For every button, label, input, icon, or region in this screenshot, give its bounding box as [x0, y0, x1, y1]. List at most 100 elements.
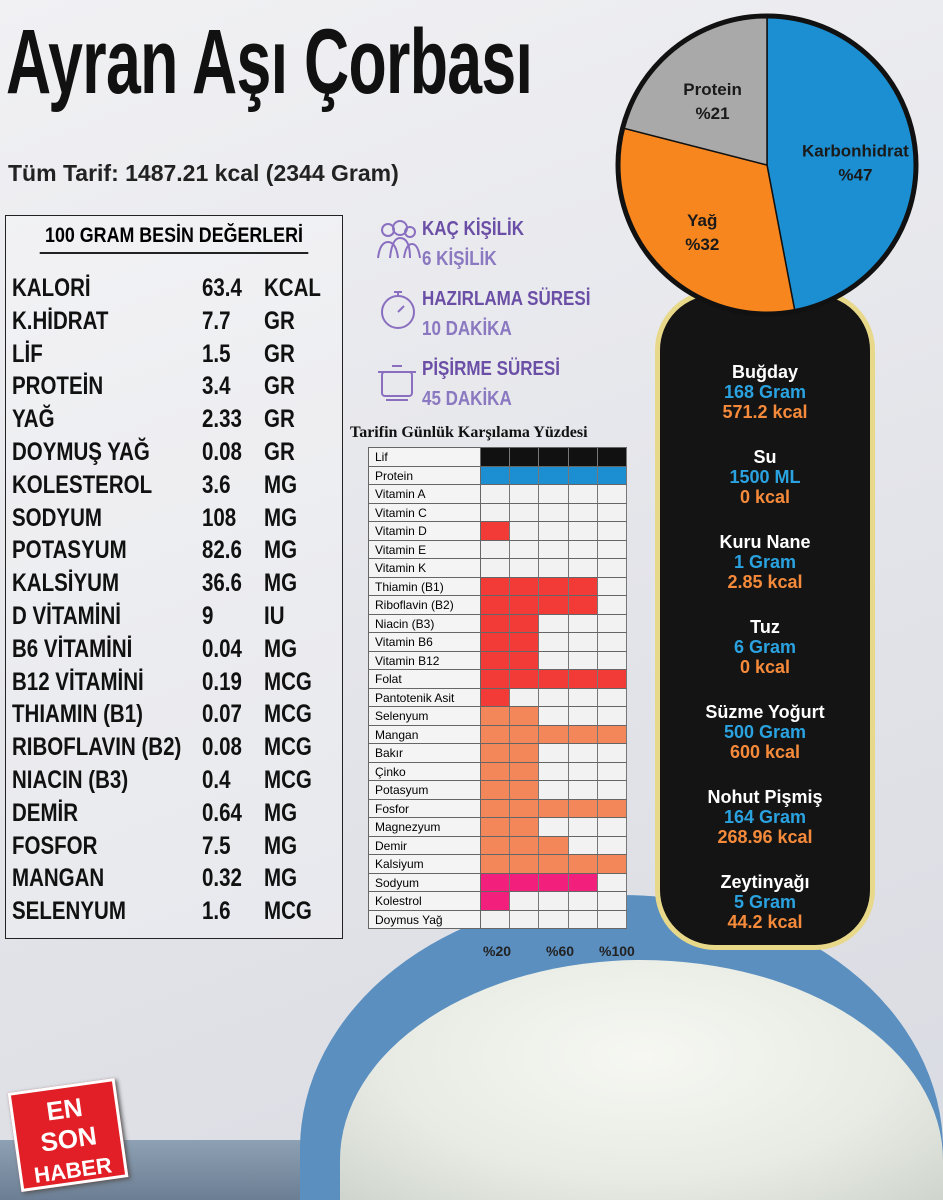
bar-segment	[597, 855, 627, 873]
pie-label: Yağ	[687, 211, 717, 230]
bar-segment	[597, 670, 627, 688]
chart-row: Vitamin K	[368, 559, 627, 578]
ingredient-amount: 500 Gram	[723, 722, 807, 742]
empty-cell	[510, 559, 540, 577]
nutrition-row: RIBOFLAVIN (B2) 0.08 MCG	[12, 733, 342, 766]
bar-segment	[597, 725, 627, 743]
nutrient-unit: MG	[264, 503, 298, 532]
bar-segment	[568, 466, 598, 484]
nutrition-row: FOSFOR 7.5 MG	[12, 832, 342, 865]
empty-cell	[510, 485, 540, 503]
bar-segment	[481, 633, 511, 651]
ingredient-amount: 5 Gram	[733, 892, 797, 912]
category-label: Potasyum	[368, 781, 481, 799]
ingredient-item: Tuz 6 Gram 0 kcal	[655, 617, 875, 677]
bar-segment	[481, 855, 511, 873]
nutrition-row: B12 VİTAMİNİ 0.19 MCG	[12, 668, 342, 701]
nutrient-value: 1.6	[202, 897, 231, 926]
empty-cell	[568, 836, 598, 854]
bar-segment	[481, 744, 511, 762]
ingredient-name: Tuz	[750, 617, 780, 637]
bar-segment	[510, 873, 540, 891]
empty-cell	[481, 910, 511, 928]
pie-display: %47	[838, 166, 872, 185]
bar-segment	[568, 873, 598, 891]
ingredient-item: Süzme Yoğurt 500 Gram 600 kcal	[655, 702, 875, 762]
page-title: Ayran Aşı Çorbası	[6, 11, 533, 113]
bar-segment	[481, 799, 511, 817]
bar-segment	[597, 799, 627, 817]
ensonhaber-logo: EN SON HABER	[7, 1077, 129, 1193]
bar-segment	[481, 670, 511, 688]
chart-row: Çinko	[368, 762, 627, 781]
bar-segment	[597, 448, 627, 466]
bar-segment	[510, 799, 540, 817]
empty-cell	[597, 485, 627, 503]
nutrient-name: SODYUM	[12, 503, 102, 532]
ingredient-item: Su 1500 ML 0 kcal	[655, 447, 875, 507]
empty-cell	[510, 540, 540, 558]
bar-segment	[510, 762, 540, 780]
info-label: HAZIRLAMA SÜRESİ	[422, 288, 591, 310]
empty-cell	[539, 503, 569, 521]
category-label: Riboflavin (B2)	[368, 596, 481, 614]
bar-segment	[568, 448, 598, 466]
bar-segment	[481, 818, 511, 836]
chart-row: Magnezyum	[368, 818, 627, 837]
empty-cell	[597, 633, 627, 651]
empty-cell	[539, 910, 569, 928]
empty-cell	[597, 540, 627, 558]
nutrient-unit: MG	[264, 470, 298, 499]
empty-cell	[568, 892, 598, 910]
category-label: Vitamin A	[368, 485, 481, 503]
bar-segment	[539, 577, 569, 595]
ingredient-item: Zeytinyağı 5 Gram 44.2 kcal	[655, 872, 875, 932]
empty-cell	[568, 781, 598, 799]
category-label: Thiamin (B1)	[368, 577, 481, 595]
ingredient-kcal: 600 kcal	[729, 742, 801, 762]
nutrition-row: NIACIN (B3) 0.4 MCG	[12, 766, 342, 799]
chart-row: Vitamin A	[368, 485, 627, 504]
chart-row: Protein	[368, 466, 627, 485]
chart-row: Bakır	[368, 744, 627, 763]
nutrition-row: YAĞ 2.33 GR	[12, 405, 342, 438]
ingredient-kcal: 2.85 kcal	[727, 572, 803, 592]
ingredient-kcal: 0 kcal	[739, 487, 791, 507]
nutrient-unit: KCAL	[264, 274, 321, 302]
category-label: Çinko	[368, 762, 481, 780]
bar-segment	[481, 836, 511, 854]
chart-row: Vitamin C	[368, 503, 627, 522]
category-label: Sodyum	[368, 873, 481, 891]
chart-row: Riboflavin (B2)	[368, 596, 627, 615]
nutrient-name: MANGAN	[12, 864, 105, 893]
daily-coverage-chart: Lif Protein Vitamin A Vitamin C Vitamin D Vit…	[368, 447, 627, 929]
nutrition-row: K.HİDRAT 7.7 GR	[12, 307, 342, 340]
chart-row: Demir	[368, 836, 627, 855]
ingredient-name: Kuru Nane	[719, 532, 811, 552]
nutrition-row: PROTEİN 3.4 GR	[12, 372, 342, 405]
chart-row: Kalsiyum	[368, 855, 627, 874]
nutrient-name: B12 VİTAMİNİ	[12, 667, 144, 696]
nutrient-value: 3.6	[202, 470, 231, 499]
nutrient-name: YAĞ	[12, 405, 55, 434]
ingredient-item: Nohut Pişmiş 164 Gram 268.96 kcal	[655, 787, 875, 847]
chart-row: Doymus Yağ	[368, 910, 627, 929]
ingredient-kcal: 0 kcal	[739, 657, 791, 677]
chart-row: Vitamin E	[368, 540, 627, 559]
nutrient-unit: MG	[264, 634, 298, 663]
pie-display: %21	[696, 104, 730, 123]
bar-segment	[597, 466, 627, 484]
empty-cell	[481, 540, 511, 558]
nutrient-unit: MCG	[264, 733, 312, 762]
empty-cell	[539, 522, 569, 540]
nutrition-table: 100 GRAM BESİN DEĞERLERİ KALORİ 63.4 KCAL K…	[5, 215, 343, 939]
bar-segment	[510, 836, 540, 854]
recipe-info: HAZIRLAMA SÜRESİ 10 DAKİKA	[376, 288, 626, 348]
nutrient-name: KALSİYUM	[12, 569, 120, 598]
info-label: KAÇ KİŞİLİK	[422, 218, 524, 240]
empty-cell	[568, 522, 598, 540]
empty-cell	[510, 522, 540, 540]
nutrient-unit: MCG	[264, 700, 312, 729]
nutrient-unit: MG	[264, 864, 298, 893]
empty-cell	[481, 485, 511, 503]
